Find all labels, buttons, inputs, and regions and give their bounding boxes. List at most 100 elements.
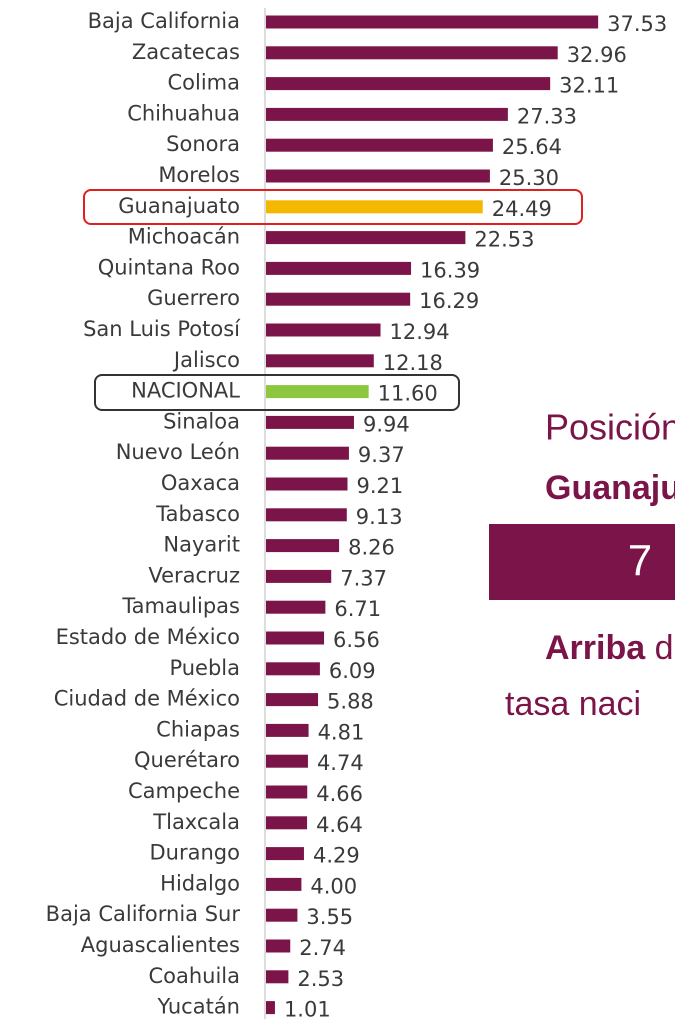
value-label: 12.18	[383, 351, 443, 375]
category-label: Guanajuato	[118, 194, 240, 218]
bar	[266, 569, 332, 583]
value-label: 7.37	[340, 566, 387, 590]
panel-line4: tasa naci	[505, 685, 641, 723]
value-label: 6.09	[329, 659, 376, 683]
highlight-box	[83, 189, 583, 225]
value-label: 5.88	[327, 690, 374, 714]
value-label: 24.49	[492, 197, 552, 221]
value-label: 11.60	[378, 382, 438, 406]
value-label: 9.13	[356, 505, 403, 529]
category-label: Nuevo León	[116, 440, 240, 464]
bar	[266, 877, 302, 891]
category-label: Morelos	[158, 163, 240, 187]
bar	[266, 138, 493, 152]
bar	[266, 908, 298, 922]
value-label: 9.94	[363, 412, 410, 436]
bar	[266, 323, 381, 337]
value-label: 6.56	[333, 628, 380, 652]
value-label: 3.55	[306, 905, 353, 929]
bar	[266, 847, 304, 861]
value-label: 2.74	[299, 936, 346, 960]
bar	[266, 77, 551, 91]
value-label: 9.37	[358, 443, 405, 467]
category-label: Chiapas	[156, 717, 240, 741]
category-label: Sonora	[166, 132, 240, 156]
bar	[266, 107, 508, 121]
value-label: 27.33	[517, 104, 577, 128]
panel-line1: Posición	[545, 407, 675, 448]
category-label: Baja California Sur	[46, 902, 241, 926]
value-label: 4.00	[310, 874, 357, 898]
value-label: 37.53	[607, 12, 667, 36]
bar	[266, 415, 354, 429]
category-label: Hidalgo	[160, 871, 240, 895]
panel-line3-bold: Arriba	[545, 629, 646, 667]
bar	[266, 662, 320, 676]
bar	[266, 939, 291, 953]
bar	[266, 385, 369, 399]
bar	[266, 723, 309, 737]
value-label: 4.74	[317, 751, 364, 775]
category-label: Yucatán	[156, 995, 240, 1019]
category-label: Querétaro	[134, 748, 240, 772]
bar	[266, 200, 483, 214]
category-label: Campeche	[128, 779, 240, 803]
value-label: 6.71	[334, 597, 381, 621]
bar	[266, 754, 308, 768]
category-label: Guerrero	[147, 286, 240, 310]
panel-line3-rest: d	[655, 629, 674, 667]
category-label: San Luis Potosí	[83, 317, 241, 341]
value-label: 1.01	[284, 998, 331, 1019]
rank-box	[489, 524, 675, 600]
value-label: 2.53	[297, 967, 344, 991]
panel-line3: Arriba d	[545, 629, 674, 667]
value-label: 12.94	[390, 320, 450, 344]
bar	[266, 169, 490, 183]
category-label: Baja California	[88, 9, 240, 33]
category-label: Sinaloa	[163, 409, 240, 433]
bar	[266, 46, 558, 60]
category-label: Estado de México	[56, 625, 240, 649]
value-label: 4.29	[313, 844, 360, 868]
bar	[266, 15, 599, 29]
category-label: Nayarit	[163, 533, 240, 557]
category-label: Jalisco	[172, 348, 240, 372]
value-label: 16.29	[419, 289, 479, 313]
category-label: Michoacán	[128, 225, 240, 249]
value-label: 25.64	[502, 135, 562, 159]
category-label: Zacatecas	[132, 40, 240, 64]
panel-line2: Guanaju	[545, 469, 675, 507]
bar	[266, 539, 340, 553]
bar	[266, 816, 308, 830]
value-label: 4.66	[316, 782, 363, 806]
value-label: 32.11	[559, 74, 619, 98]
national-box	[94, 374, 460, 411]
bar	[266, 231, 466, 245]
bar	[266, 508, 347, 522]
category-label: Durango	[150, 841, 240, 865]
category-label: Tlaxcala	[152, 810, 240, 834]
value-label: 25.30	[499, 166, 559, 190]
category-label: Quintana Roo	[98, 255, 240, 279]
bar	[266, 693, 319, 707]
category-label: Colima	[167, 71, 240, 95]
bar	[266, 261, 412, 275]
category-label: Aguascalientes	[81, 933, 240, 957]
value-label: 32.96	[567, 43, 627, 67]
category-label: Oaxaca	[161, 471, 240, 495]
bar	[266, 970, 289, 984]
rank: 7	[628, 537, 652, 586]
category-label: Chihuahua	[127, 101, 240, 125]
bar	[266, 477, 348, 491]
bar	[266, 631, 325, 645]
category-label: Veracruz	[148, 563, 240, 587]
bar	[266, 785, 308, 799]
category-label: Coahuila	[148, 964, 240, 988]
bar	[266, 292, 411, 306]
value-label: 4.64	[316, 813, 363, 837]
category-label: NACIONAL	[131, 379, 240, 403]
value-label: 4.81	[318, 720, 365, 744]
category-label: Puebla	[169, 656, 240, 680]
value-label: 22.53	[474, 228, 534, 252]
